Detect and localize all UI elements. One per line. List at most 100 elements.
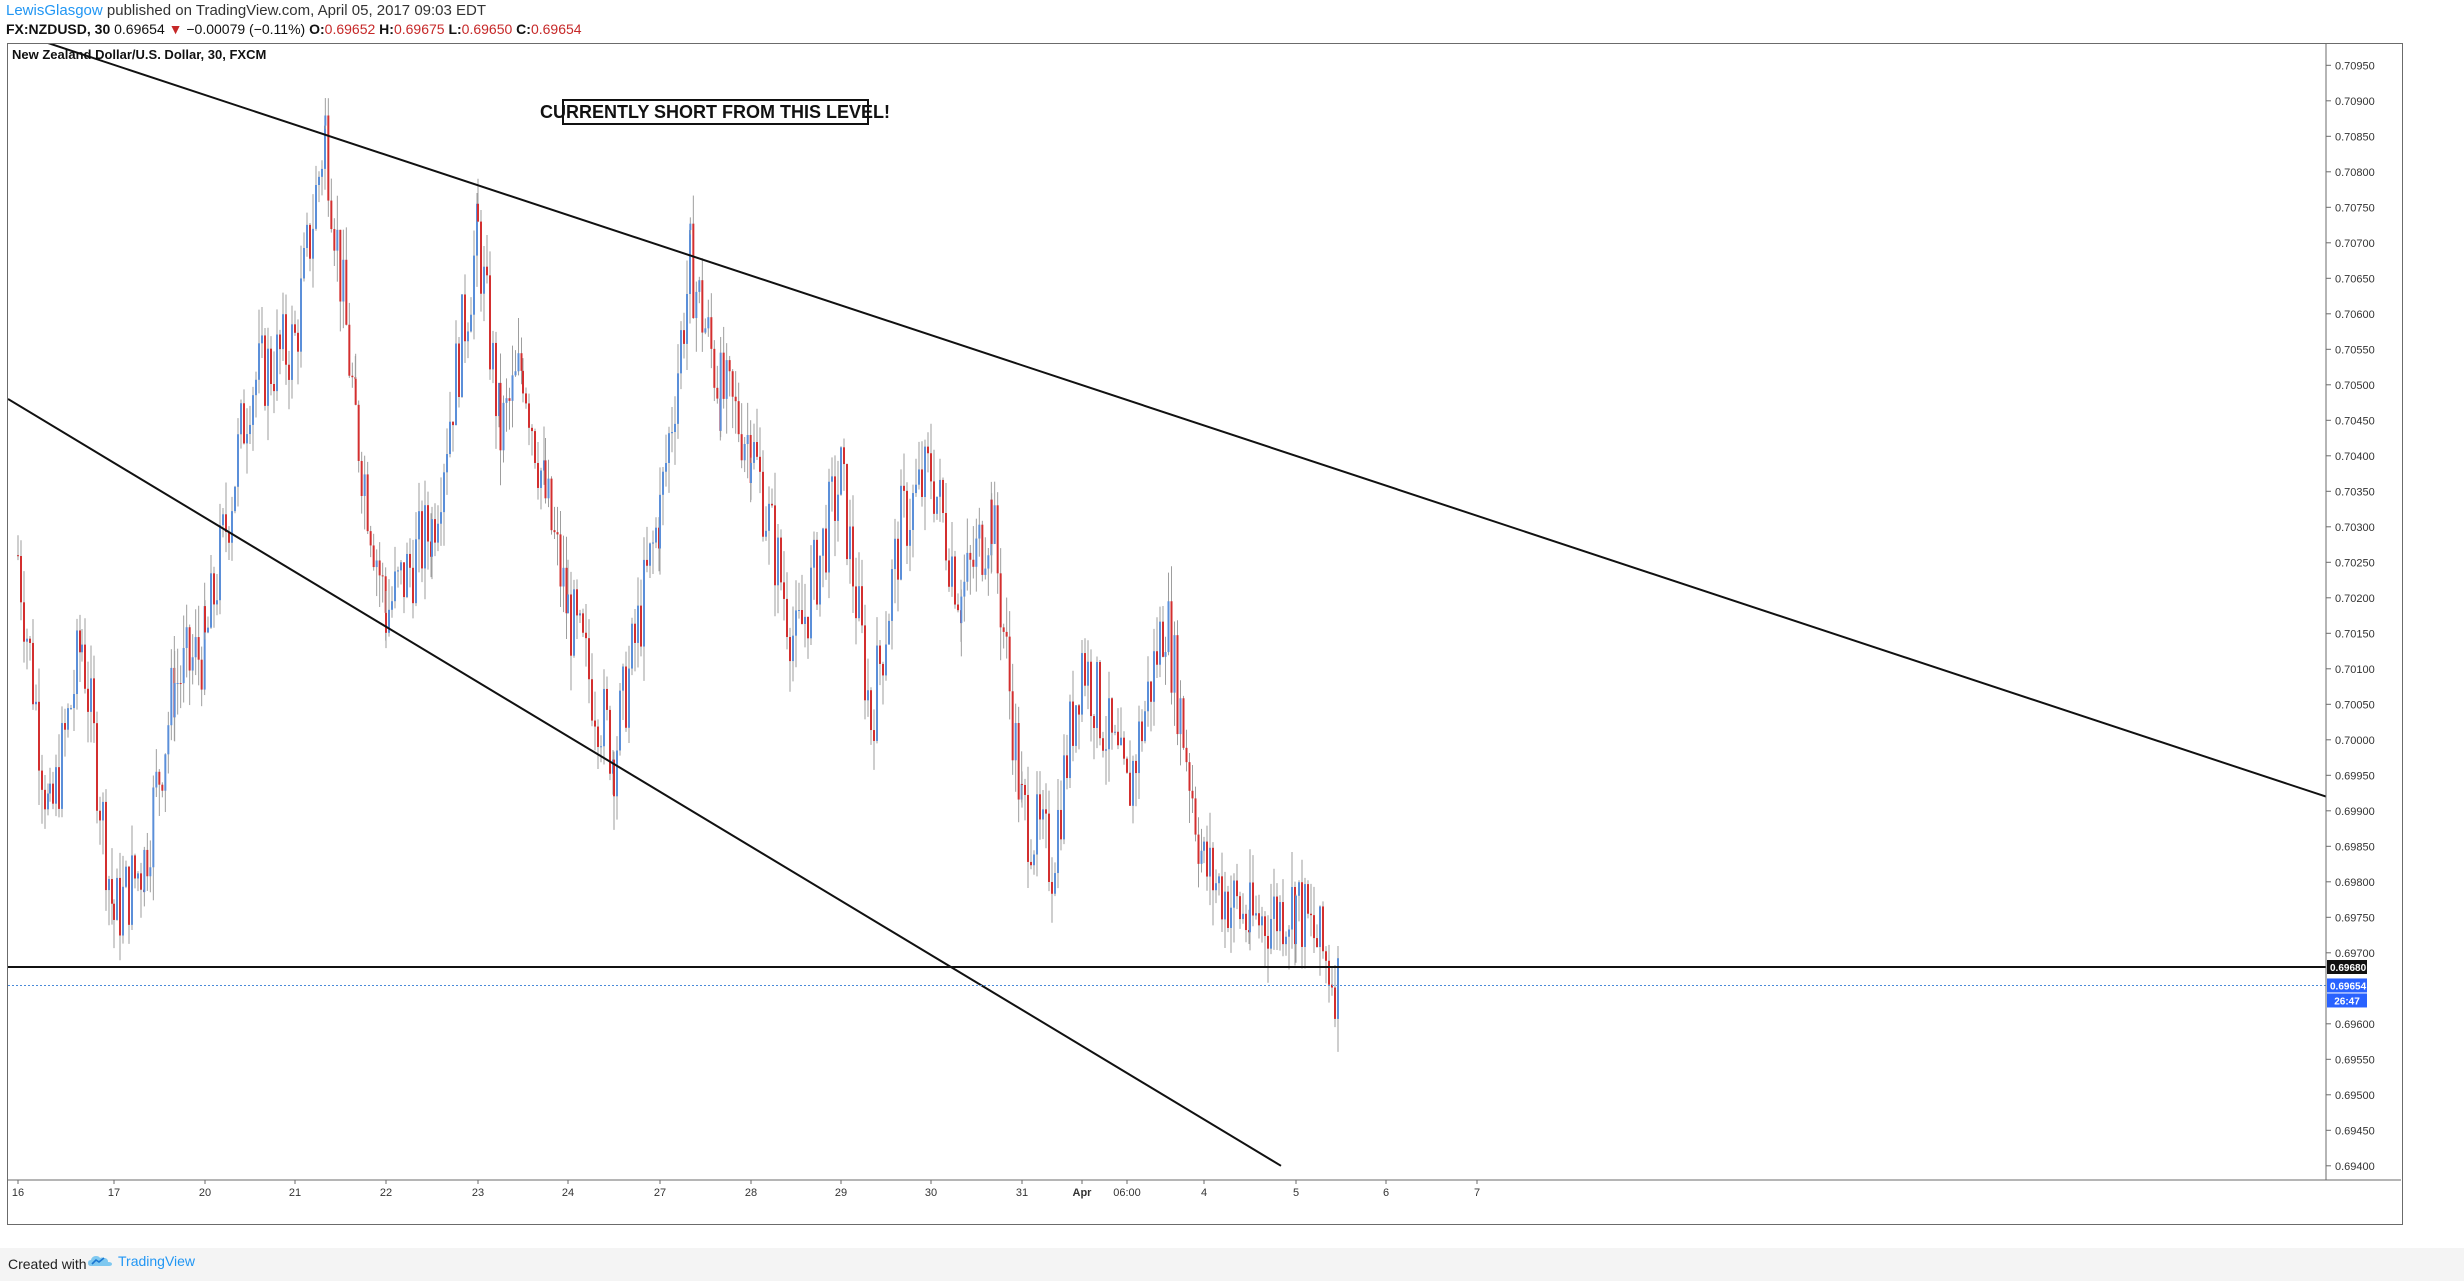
candle-body [525, 393, 527, 404]
candle-body [906, 490, 908, 546]
candle-body [400, 562, 402, 571]
high-label: H: [379, 21, 394, 37]
candle-body [1030, 861, 1032, 866]
countdown-bg [2327, 993, 2367, 1008]
candle-body [517, 353, 520, 372]
chart-area[interactable]: 0.70950 0.70900 0.70850 0.70800 0.70750 0.707… [7, 28, 2403, 1225]
candle-body [339, 229, 342, 302]
candle-body [852, 526, 854, 587]
candle-body [170, 667, 173, 726]
candle-body [576, 589, 578, 616]
candle-body [125, 866, 127, 887]
candle-body [713, 348, 716, 388]
candle-body [508, 398, 511, 401]
candle-body [671, 431, 673, 434]
candle-body [158, 771, 161, 785]
candle-body [1310, 913, 1312, 916]
candle-body [1218, 876, 1220, 884]
candle-body [1227, 891, 1229, 928]
candle-body [1002, 627, 1005, 632]
candle-body [912, 493, 914, 530]
candle-body [1150, 681, 1152, 702]
candle-body [999, 573, 1002, 628]
candle-body [1191, 790, 1194, 799]
candle-body [1282, 902, 1284, 945]
close-label: C: [516, 21, 531, 37]
candle-body [498, 382, 500, 417]
candle-body [792, 635, 794, 662]
candle-body [662, 471, 664, 495]
candle-body [954, 556, 956, 605]
candle-body [458, 343, 460, 397]
candle-body [1255, 913, 1257, 916]
candle-body [1045, 809, 1047, 814]
candle-body [1129, 772, 1131, 806]
candle-body [1188, 762, 1191, 791]
candle-body [93, 678, 95, 724]
candle-body [544, 460, 547, 499]
candle-body [1200, 850, 1203, 864]
candle-body [255, 379, 257, 396]
candle-body [55, 767, 57, 804]
candle-body [473, 255, 475, 315]
candle-body [67, 708, 69, 730]
candle-body [680, 330, 682, 374]
candle-body [378, 560, 381, 576]
candle-body [837, 494, 839, 521]
candle-body [297, 332, 299, 352]
candle-body [489, 275, 491, 370]
candle-body [225, 514, 227, 532]
candle-body [492, 342, 494, 370]
candle-body [467, 331, 469, 342]
price-tick-label: 0.69700 [2335, 948, 2375, 960]
candle-body [1298, 882, 1300, 896]
tradingview-link[interactable]: TradingView [88, 1253, 195, 1269]
candle-body [948, 560, 950, 587]
price-tick-label: 0.70650 [2335, 273, 2375, 285]
price-tick-label: 0.70000 [2335, 735, 2375, 747]
candle-body [155, 771, 158, 788]
candle-body [522, 370, 524, 394]
candle-body [728, 360, 731, 372]
candle-body [909, 529, 911, 546]
candle-body [1182, 698, 1185, 748]
candle-body [786, 598, 788, 638]
candle-body [499, 382, 502, 451]
candle-body [698, 280, 701, 292]
candle-body [891, 569, 893, 621]
candle-body [1156, 651, 1158, 665]
candle-body [273, 383, 275, 392]
candle-body [143, 849, 146, 893]
price-tick-label: 0.69850 [2335, 841, 2375, 853]
candle-body [652, 542, 654, 544]
candle-body [1114, 731, 1116, 733]
candle-body [79, 630, 81, 653]
candle-body [264, 335, 266, 406]
candle-body [692, 223, 695, 319]
candle-body [81, 644, 83, 653]
candle-body [1304, 884, 1306, 947]
candle-body [933, 481, 935, 514]
candle-body [122, 886, 124, 936]
candle-body [707, 317, 710, 329]
price-tick-label: 0.70350 [2335, 486, 2375, 498]
candle-body [149, 867, 152, 877]
candle-body [1249, 882, 1251, 933]
candle-body [795, 610, 797, 636]
author-link[interactable]: LewisGlasgow [6, 2, 103, 19]
candle-body [993, 505, 996, 544]
candle-body [449, 421, 451, 455]
price-tick-label: 0.69500 [2335, 1090, 2375, 1102]
candlestick-chart[interactable]: 0.70950 0.70900 0.70850 0.70800 0.70750 0.707… [7, 28, 2402, 1224]
candle-body [1117, 731, 1119, 746]
candle-body [1197, 834, 1200, 864]
candle-body [1334, 987, 1336, 1019]
candle-body [897, 538, 899, 580]
candle-body [1170, 601, 1173, 693]
candle-body [1203, 841, 1205, 851]
publish-line: LewisGlasgow published on TradingView.co… [6, 2, 486, 19]
candle-body [861, 586, 863, 626]
candle-body [105, 801, 107, 891]
candle-body [1042, 809, 1044, 820]
candle-body [1230, 907, 1232, 928]
